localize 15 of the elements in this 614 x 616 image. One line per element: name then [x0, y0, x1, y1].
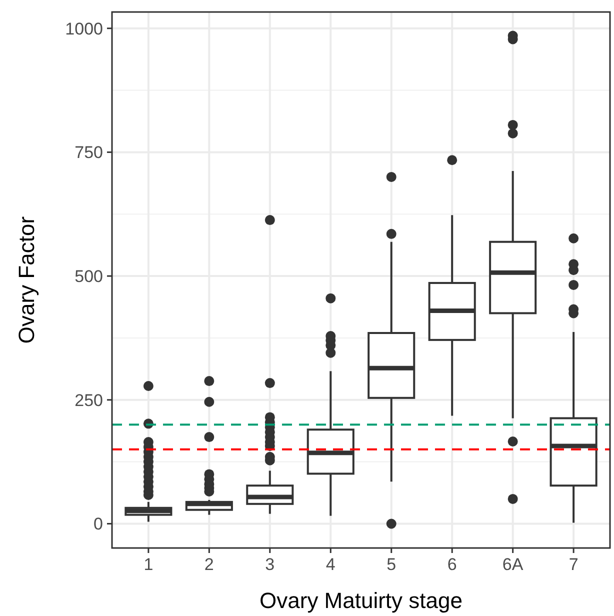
x-tick-label: 3 — [265, 555, 275, 574]
x-tick-label: 7 — [568, 555, 578, 574]
x-tick-label: 4 — [326, 555, 336, 574]
y-axis-title: Ovary Factor — [14, 216, 39, 344]
y-tick-label: 250 — [74, 390, 103, 410]
y-tick-label: 0 — [94, 514, 103, 534]
x-tick-label: 2 — [204, 555, 214, 574]
y-tick-label: 1000 — [65, 19, 103, 38]
y-tick-label: 750 — [74, 143, 103, 162]
x-tick-label: 6 — [447, 555, 457, 574]
x-tick-label: 6A — [502, 555, 524, 574]
y-tick-label: 500 — [74, 266, 103, 286]
x-tick-label: 5 — [386, 555, 396, 574]
x-tick-label: 1 — [144, 555, 154, 574]
x-axis-title: Ovary Matuirty stage — [260, 588, 462, 613]
